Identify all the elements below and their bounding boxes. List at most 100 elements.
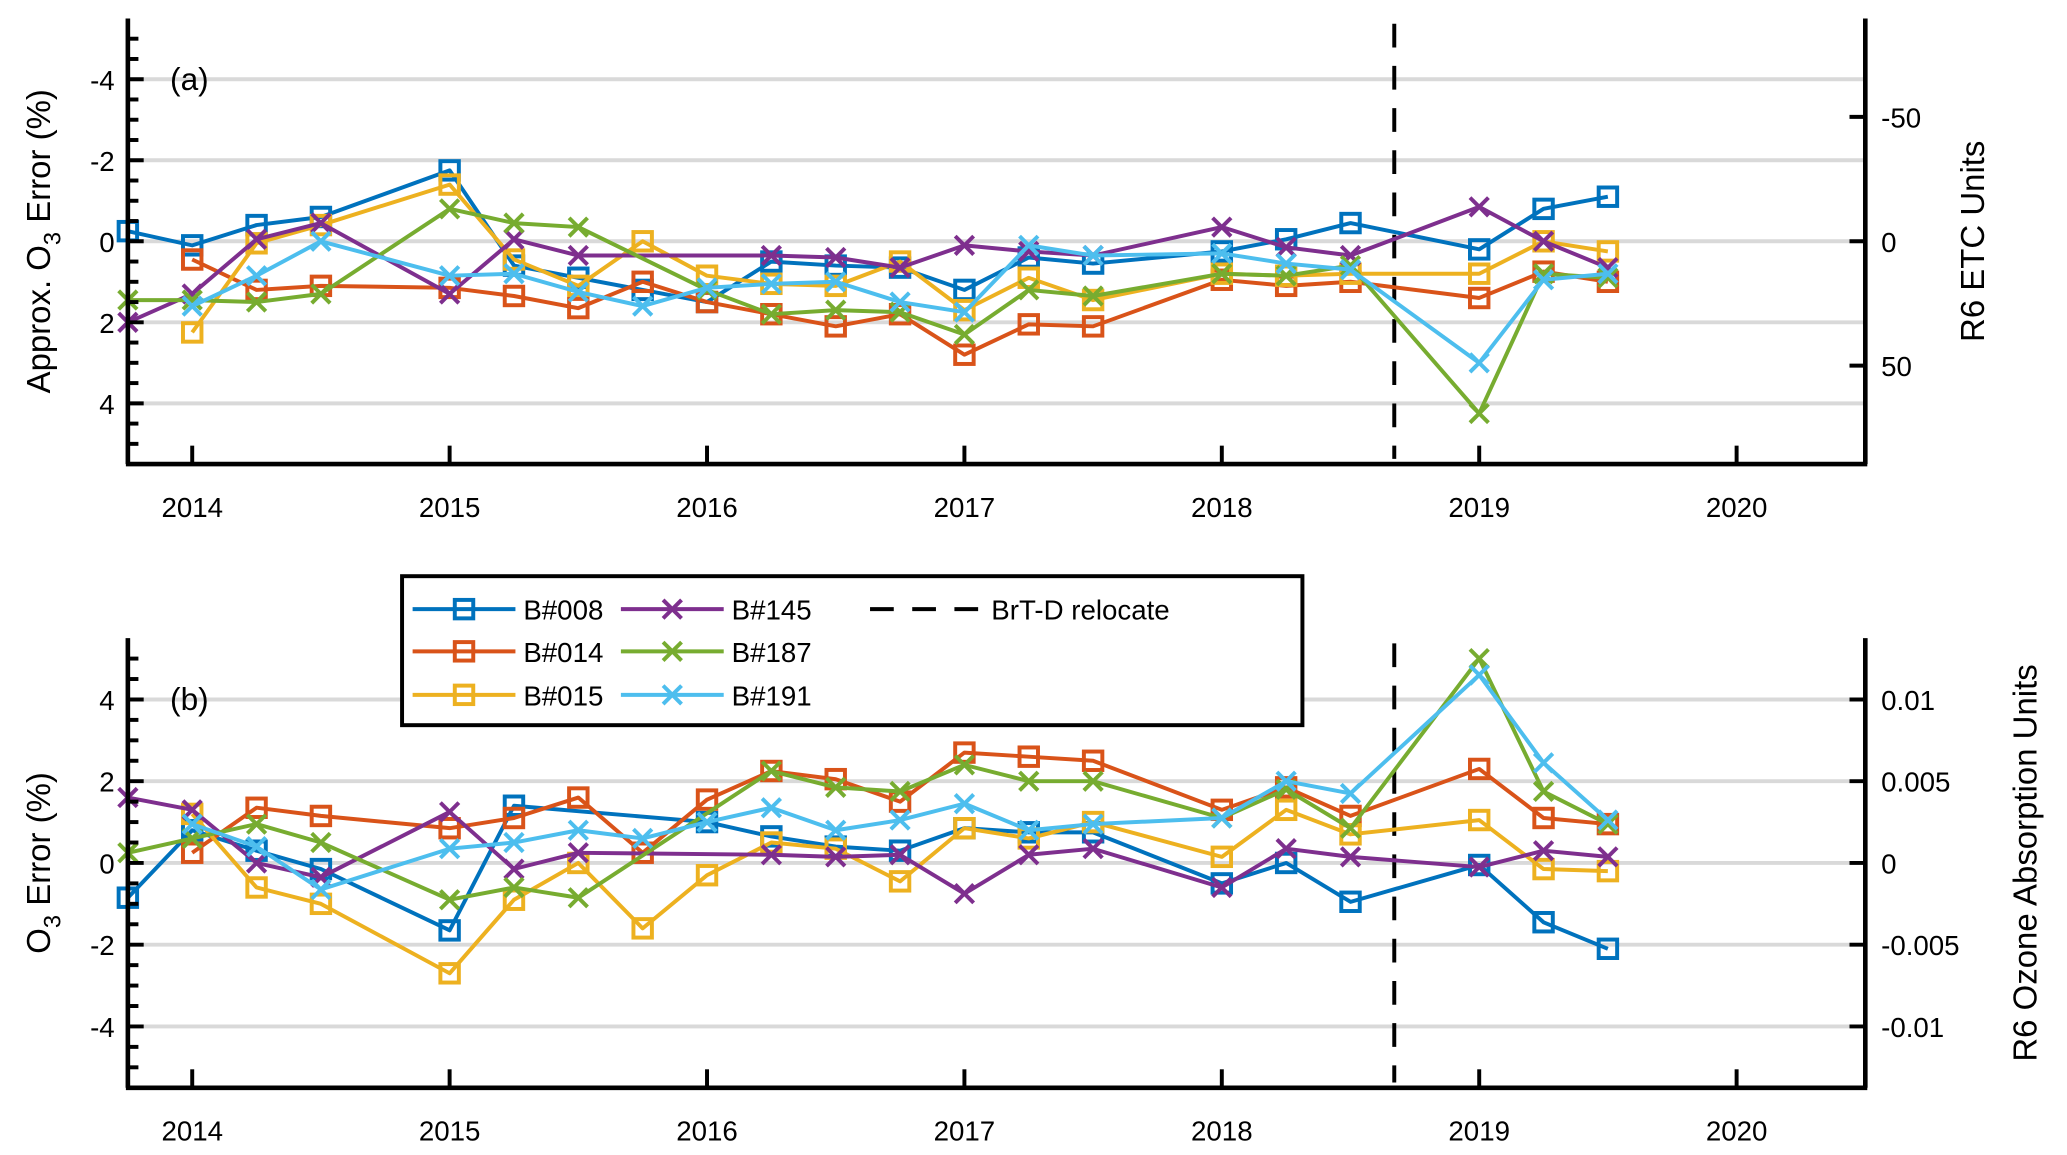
data-point: [1468, 856, 1490, 878]
y2-tick-label: -0.01: [1881, 1012, 1944, 1043]
marker-stroke: [438, 838, 461, 860]
marker-stroke: [632, 295, 654, 317]
marker-stroke: [245, 265, 268, 287]
marker-stroke: [825, 299, 847, 321]
data-point: [889, 780, 911, 803]
data-point: [953, 754, 976, 776]
marker-stroke: [245, 835, 268, 858]
panel-a: -4 -2 0 2 4 -50 0 50 2014 2015 2016 2017 2018 2019 202…: [20, 18, 1991, 523]
data-point: [1532, 269, 1555, 291]
data-point: [1082, 838, 1104, 860]
data-point: [760, 244, 782, 267]
series-line: [191, 672, 1610, 892]
marker-stroke: [1339, 846, 1362, 868]
data-point: [245, 232, 268, 255]
data-point: [438, 817, 461, 840]
data-point: [696, 277, 718, 299]
data-point: [696, 811, 718, 833]
y2-tick-label: 50: [1881, 351, 1912, 382]
data-point: [1468, 808, 1491, 832]
data-point: [1597, 846, 1619, 868]
marker-stroke: [1468, 664, 1490, 686]
data-point: [502, 888, 526, 911]
marker-stroke: [1018, 770, 1040, 792]
marker-stroke: [310, 212, 332, 234]
data-point: [695, 290, 719, 314]
legend-entry: B#014: [412, 637, 603, 668]
data-point: [824, 315, 847, 338]
y-tick-label: 2: [99, 767, 114, 798]
marker-stroke: [953, 234, 976, 256]
data-point: [1468, 352, 1490, 374]
marker-stroke: [503, 263, 525, 285]
data-point: [1017, 266, 1040, 289]
data-point: [438, 801, 461, 823]
marker-stroke: [1211, 263, 1233, 285]
data-point: [181, 295, 203, 317]
data-point: [825, 846, 847, 868]
data-point: [889, 844, 911, 866]
marker-stroke: [567, 819, 589, 841]
data-point: [1468, 196, 1490, 218]
marker-stroke: [1275, 252, 1297, 275]
x-tick-label: 2014: [161, 1115, 223, 1146]
data-point: [1532, 197, 1555, 221]
y2-axis-title: R6 Ozone Absorption Units: [2007, 664, 2044, 1061]
marker-stroke: [1018, 844, 1040, 866]
panel-label: (a): [170, 61, 209, 97]
data-point: [1468, 262, 1491, 285]
data-point: [1532, 780, 1555, 803]
marker-stroke: [825, 776, 847, 798]
marker-stroke: [1597, 263, 1619, 285]
data-point: [760, 303, 782, 325]
y-tick-label: -2: [90, 930, 115, 961]
data-point: [695, 264, 719, 287]
marker-stroke: [825, 246, 847, 269]
marker-stroke: [567, 216, 589, 238]
data-point: [503, 876, 525, 899]
data-point: [889, 809, 911, 831]
y-tick-label: 0: [99, 848, 114, 879]
data-point: [310, 230, 332, 252]
data-point: [503, 831, 525, 854]
data-point: [503, 858, 525, 880]
marker-stroke: [181, 295, 203, 317]
data-point: [825, 819, 847, 841]
marker-stroke: [1468, 856, 1490, 878]
data-point: [181, 289, 203, 311]
series-line: [127, 168, 1609, 305]
marker-stroke: [310, 831, 332, 854]
data-point: [1339, 211, 1362, 235]
data-point: [567, 887, 589, 909]
series-line: [191, 239, 1609, 365]
marker-stroke: [310, 283, 332, 305]
data-point: [1597, 809, 1619, 831]
data-point: [760, 760, 782, 782]
data-point: [1082, 813, 1104, 835]
data-point: [438, 838, 461, 860]
marker-stroke: [889, 780, 911, 803]
y-axis-title: O3 Error (%): [20, 772, 67, 954]
y-tick-label: -4: [90, 65, 115, 96]
marker-stroke: [1211, 876, 1233, 899]
data-point: [567, 216, 589, 238]
data-point: [567, 244, 589, 267]
data-point: [438, 283, 461, 305]
marker-stroke: [1597, 813, 1619, 835]
data-point: [438, 962, 461, 985]
marker-stroke: [1468, 647, 1490, 670]
data-point: [1275, 252, 1297, 275]
square-marker-icon: [452, 597, 476, 621]
data-point: [567, 296, 590, 320]
marker-stroke: [1597, 809, 1619, 831]
data-point: [567, 786, 590, 809]
marker-stroke: [1018, 234, 1040, 256]
y-axis-title-subscript: 3: [41, 232, 67, 245]
marker-stroke: [1211, 807, 1233, 829]
marker-stroke: [661, 598, 683, 620]
legend-label: B#014: [523, 637, 603, 668]
data-point: [1211, 242, 1233, 265]
marker-stroke: [1532, 780, 1555, 803]
data-point: [181, 234, 204, 257]
data-point: [1274, 798, 1298, 822]
